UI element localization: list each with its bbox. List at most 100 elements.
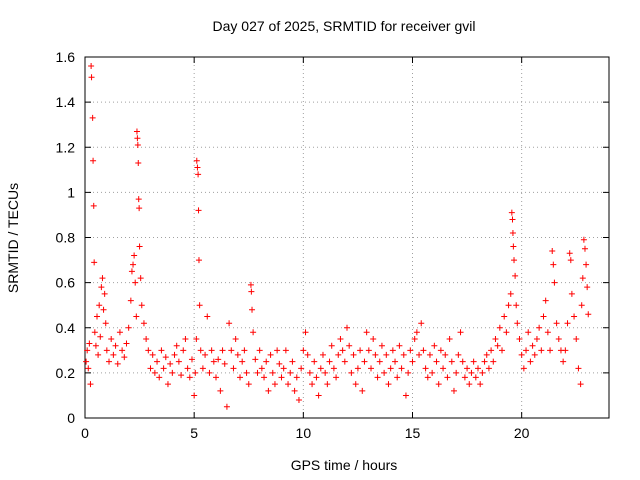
data-point	[99, 275, 106, 282]
y-tick-label: 1.6	[56, 49, 76, 65]
data-point	[289, 358, 296, 365]
data-point	[116, 329, 123, 336]
data-point	[341, 358, 348, 365]
data-point	[470, 358, 477, 365]
data-point	[577, 381, 584, 388]
data-point	[459, 358, 466, 365]
data-point	[446, 336, 453, 343]
data-point	[195, 257, 202, 264]
data-point	[234, 351, 241, 358]
data-point	[411, 336, 418, 343]
data-point	[346, 342, 353, 349]
data-point	[509, 216, 516, 223]
data-point	[413, 329, 420, 336]
data-point	[394, 374, 401, 381]
data-point	[370, 336, 377, 343]
data-point	[361, 358, 368, 365]
data-point	[135, 196, 142, 203]
data-point	[90, 202, 97, 209]
data-point	[291, 387, 298, 394]
y-tick-label: 0.6	[56, 275, 76, 291]
data-point	[450, 387, 457, 394]
data-point	[241, 347, 248, 354]
data-point	[499, 347, 506, 354]
data-point	[488, 347, 495, 354]
data-point	[544, 329, 551, 336]
data-point	[83, 358, 90, 365]
x-tick-label: 0	[81, 425, 89, 441]
data-point	[123, 340, 130, 347]
data-point	[579, 275, 586, 282]
data-point	[97, 333, 104, 340]
data-point	[396, 342, 403, 349]
data-point	[553, 320, 560, 327]
data-point	[306, 369, 313, 376]
data-point	[422, 365, 429, 372]
data-point	[431, 342, 438, 349]
data-point	[88, 63, 95, 70]
data-point	[508, 209, 515, 216]
data-point	[247, 281, 254, 288]
data-point	[195, 171, 202, 178]
data-point	[324, 381, 331, 388]
data-point	[119, 347, 126, 354]
data-point	[479, 369, 486, 376]
data-point	[171, 351, 178, 358]
data-point	[448, 358, 455, 365]
x-axis-label: GPS time / hours	[291, 457, 398, 473]
data-point	[226, 320, 233, 327]
grid-lines	[85, 57, 609, 418]
data-point	[571, 313, 578, 320]
data-point	[420, 347, 427, 354]
data-point	[239, 358, 246, 365]
data-point	[525, 329, 532, 336]
data-point	[540, 313, 547, 320]
data-point	[164, 381, 171, 388]
data-point	[285, 381, 292, 388]
data-point	[271, 381, 278, 388]
data-point	[92, 342, 99, 349]
data-point	[130, 261, 137, 268]
data-point	[466, 381, 473, 388]
data-point	[140, 320, 147, 327]
data-point	[295, 396, 302, 403]
data-point	[269, 369, 276, 376]
data-point	[418, 320, 425, 327]
data-point	[433, 358, 440, 365]
data-point	[507, 290, 514, 297]
data-point	[468, 369, 475, 376]
y-tick-label: 0.4	[56, 320, 76, 336]
data-point	[195, 207, 202, 214]
data-point	[531, 351, 538, 358]
data-point	[485, 365, 492, 372]
data-point	[298, 365, 305, 372]
data-point	[136, 243, 143, 250]
data-point	[250, 329, 257, 336]
data-point	[121, 354, 128, 361]
data-point	[137, 275, 144, 282]
data-point	[134, 135, 141, 142]
data-point	[573, 336, 580, 343]
data-point	[89, 114, 96, 121]
data-point	[261, 374, 268, 381]
data-point	[221, 360, 228, 367]
data-point	[95, 351, 102, 358]
data-point	[184, 365, 191, 372]
data-point	[106, 358, 113, 365]
data-point	[254, 369, 261, 376]
data-point	[385, 381, 392, 388]
data-point	[287, 369, 294, 376]
data-point	[91, 259, 98, 266]
data-point	[252, 356, 259, 363]
data-point	[232, 336, 239, 343]
data-point	[348, 369, 355, 376]
data-point	[555, 336, 562, 343]
data-point	[180, 347, 187, 354]
data-point	[407, 347, 414, 354]
data-point	[98, 284, 105, 291]
data-point	[102, 320, 109, 327]
data-point	[514, 320, 521, 327]
data-point	[512, 272, 519, 279]
data-point	[402, 392, 409, 399]
data-point	[575, 365, 582, 372]
